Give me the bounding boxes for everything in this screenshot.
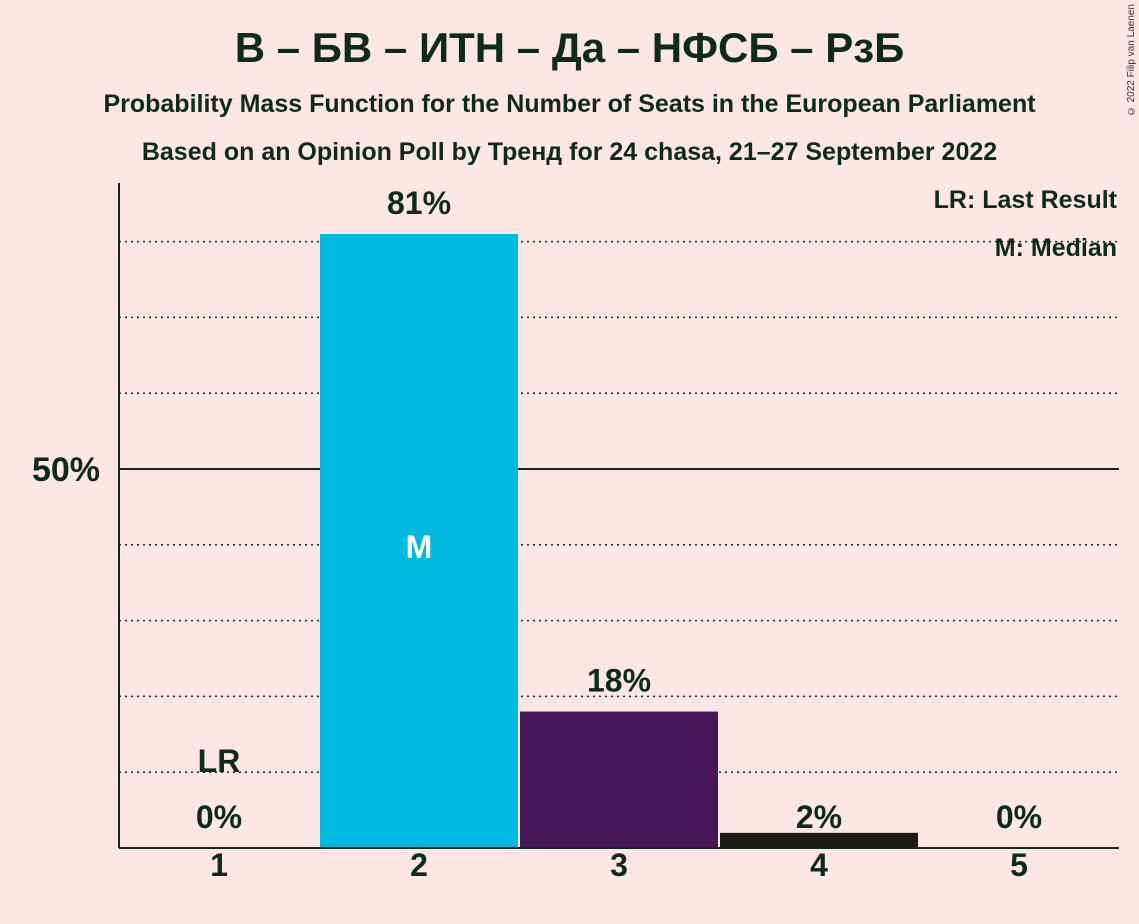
legend-last-result: LR: Last Result: [933, 186, 1117, 214]
bar-4: [720, 832, 918, 848]
bar-3: [520, 711, 718, 848]
x-tick-1: 1: [210, 847, 228, 883]
x-tick-5: 5: [1010, 847, 1028, 883]
value-label-1: 0%: [196, 799, 242, 835]
last-result-marker: LR: [198, 743, 241, 779]
legend-median: M: Median: [994, 234, 1117, 262]
value-label-3: 18%: [587, 663, 651, 699]
chart-subtitle: Probability Mass Function for the Number…: [103, 90, 1036, 118]
median-marker: M: [406, 529, 433, 565]
value-label-5: 0%: [996, 799, 1042, 835]
x-tick-4: 4: [810, 847, 828, 883]
chart-source: Based on an Opinion Poll by Тренд for 24…: [141, 138, 998, 166]
x-tick-2: 2: [410, 847, 428, 883]
value-label-2: 81%: [387, 185, 451, 221]
x-tick-3: 3: [610, 847, 628, 883]
y-tick-50: 50%: [32, 451, 100, 489]
chart-title: В – БВ – ИТН – Да – НФСБ – РзБ: [234, 24, 905, 71]
bar-2: [320, 234, 518, 848]
value-label-4: 2%: [796, 799, 842, 835]
